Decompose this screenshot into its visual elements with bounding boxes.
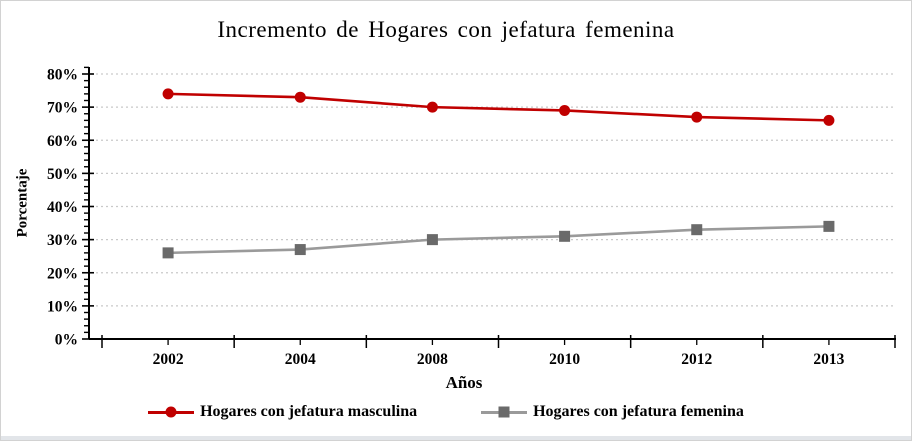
legend-dot-masculina [165, 406, 177, 418]
chart-title: Incremento de Hogares con jefatura femen… [217, 17, 675, 42]
data-point-1-2008 [426, 234, 438, 246]
plot-area: 0% 10% 20% 30% 40% 50% 60% 70% 80% 2002 2004 2008 20… [47, 67, 896, 368]
legend-item-masculina: Hogares con jefatura masculina [148, 403, 417, 421]
data-point-0-2010 [559, 104, 571, 116]
y-tick-label: 60% [47, 133, 78, 150]
x-axis-title: Años [445, 373, 483, 392]
data-point-1-2002 [162, 247, 174, 259]
bottom-strip [1, 436, 911, 440]
x-tick-label: 2004 [285, 351, 316, 368]
data-point-0-2008 [426, 101, 438, 113]
data-point-0-2012 [691, 111, 703, 123]
x-tick-label: 2012 [681, 351, 712, 368]
data-point-0-2013 [823, 114, 835, 126]
data-point-1-2004 [294, 244, 306, 256]
y-tick-label: 80% [47, 67, 78, 84]
legend-square-femenina [498, 406, 510, 418]
legend-label-masculina: Hogares con jefatura masculina [200, 403, 418, 420]
y-tick-label: 40% [47, 199, 78, 216]
x-tick-label: 2010 [549, 351, 580, 368]
legend-item-femenina: Hogares con jefatura femenina [481, 403, 744, 421]
legend-marker-femenina-icon [481, 406, 528, 419]
data-point-0-2004 [294, 91, 306, 103]
data-point-1-2013 [823, 220, 835, 232]
y-tick-label: 20% [47, 265, 78, 282]
legend: Hogares con jefatura masculina Hogares c… [1, 403, 891, 421]
x-tick-label: 2002 [153, 351, 184, 368]
y-tick-label: 10% [47, 298, 78, 315]
series-line-1 [168, 225, 829, 255]
y-tick-label: 70% [47, 100, 78, 117]
legend-label-femenina: Hogares con jefatura femenina [533, 403, 744, 420]
y-tick-label: 0% [55, 332, 78, 349]
x-tick-label: 2013 [813, 351, 844, 368]
y-tick-label: 50% [47, 166, 78, 183]
legend-marker-masculina-icon [148, 406, 195, 419]
data-point-1-2012 [691, 224, 703, 236]
data-point-0-2002 [162, 88, 174, 100]
x-tick-label: 2008 [417, 351, 448, 368]
y-tick-label: 30% [47, 232, 78, 249]
series-line-0 [168, 92, 829, 122]
data-point-1-2010 [559, 230, 571, 242]
